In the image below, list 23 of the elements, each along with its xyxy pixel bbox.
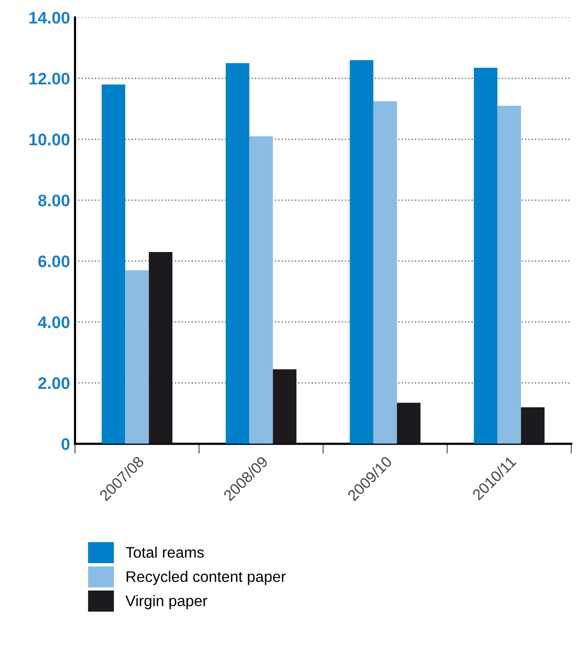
bar bbox=[125, 270, 149, 444]
y-tick-label: 8.00 bbox=[38, 194, 70, 206]
bar bbox=[249, 136, 273, 444]
bar bbox=[226, 63, 250, 444]
legend-label: Recycled content paper bbox=[126, 570, 286, 586]
y-tick-label: 2.00 bbox=[38, 377, 70, 390]
bar bbox=[148, 252, 172, 444]
legend-label: Virgin paper bbox=[125, 595, 208, 610]
y-tick-label: 6.00 bbox=[38, 255, 70, 268]
legend-label: Total reams bbox=[126, 546, 204, 558]
bar bbox=[396, 402, 421, 444]
y-tick-label: 12.00 bbox=[29, 72, 70, 85]
bar bbox=[272, 369, 296, 444]
y-tick-label: 4.00 bbox=[38, 316, 70, 328]
y-tick-label: 0 bbox=[62, 438, 70, 450]
bar bbox=[497, 106, 521, 444]
bar bbox=[350, 60, 374, 444]
bar bbox=[520, 407, 545, 444]
y-tick-label: 10.00 bbox=[29, 134, 70, 146]
bar bbox=[474, 68, 498, 444]
bar bbox=[102, 84, 126, 444]
bar bbox=[373, 101, 397, 444]
y-tick-label: 14.00 bbox=[29, 12, 70, 24]
